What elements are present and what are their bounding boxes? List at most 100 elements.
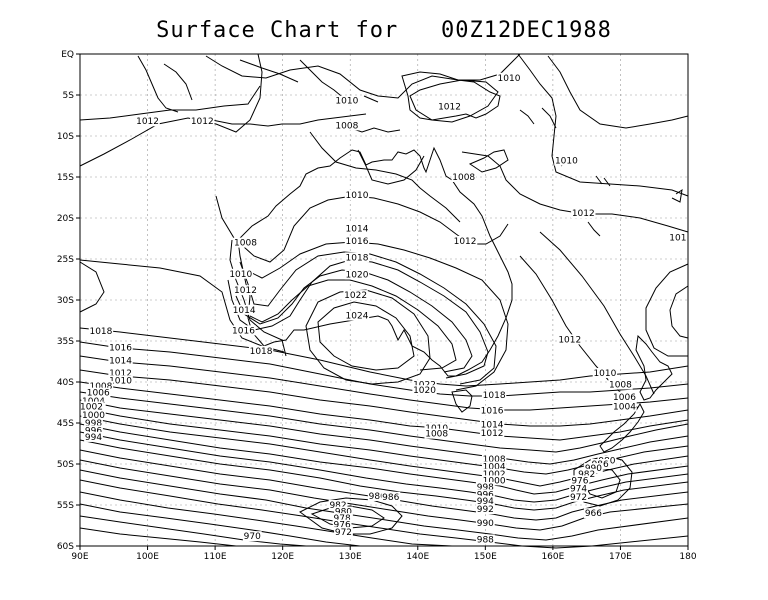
contour-label-bg [84, 425, 103, 436]
contour-label: 990 [477, 519, 494, 529]
contour-label: 1002 [80, 403, 103, 413]
contour-label: 998 [85, 419, 102, 429]
contour-label-bg [479, 419, 505, 430]
contour-label: 1008 [425, 430, 448, 440]
contour-label-bg [412, 385, 437, 396]
lat-tick-label: 10S [57, 132, 74, 142]
contour-label-bg [88, 381, 114, 392]
contour-label: 1000 [82, 411, 105, 421]
lat-tick-label: 35S [57, 337, 74, 347]
contour-label-bg [479, 427, 505, 438]
contour-label: 1010 [229, 270, 252, 280]
contour-label-bg [569, 483, 588, 494]
contour-label-bg [344, 252, 370, 263]
coastlines [137, 55, 683, 453]
contour-label: 996 [477, 490, 494, 500]
isobar [245, 241, 509, 391]
new-guinea-coastline [401, 71, 501, 121]
contour-label: 1008 [452, 173, 475, 183]
lon-tick-label: 170E [609, 552, 632, 562]
isobar [79, 527, 237, 547]
lon-tick-label: 140E [406, 552, 429, 562]
contour-label-bg [557, 334, 582, 345]
contour-label-bg [592, 367, 618, 378]
isobar [79, 341, 689, 397]
contour-label-bg [108, 375, 133, 386]
isobar [309, 131, 461, 223]
contour-label-bg [475, 518, 495, 529]
contour-label: 988 [477, 535, 494, 545]
isobar [79, 399, 689, 465]
contour-label-bg [231, 304, 257, 315]
contour-label-bg [332, 519, 352, 530]
isobar [461, 151, 689, 233]
isobar [519, 255, 639, 409]
contour-label: 970 [244, 532, 261, 542]
contour-label: 1016 [109, 344, 132, 354]
contour-label: 1004 [613, 403, 636, 413]
contour-label-bg [248, 345, 274, 356]
contour-label-bg [668, 232, 688, 243]
isobar [317, 301, 415, 371]
isobar [79, 53, 263, 167]
contour-label-bg [334, 95, 360, 106]
contour-label: 998 [477, 483, 494, 493]
contour-label: 1006 [613, 393, 636, 403]
new-zealand-north-coastline [635, 334, 673, 401]
contour-label: 1000 [483, 476, 506, 486]
contour-label: 1012 [572, 209, 595, 219]
contour-label: 1010 [498, 74, 521, 84]
lon-tick-label: 110E [204, 552, 227, 562]
contour-label: 974 [570, 485, 587, 495]
isobar [357, 149, 425, 185]
isobar [79, 415, 689, 487]
contour-label: 1010 [555, 157, 578, 167]
contour-label-bg [481, 461, 507, 472]
contour-label: 1002 [483, 470, 506, 480]
lat-tick-label: 40S [57, 378, 74, 388]
contour-label: 996 [85, 426, 102, 436]
isobar [79, 449, 689, 521]
contour-label: 1012 [136, 117, 159, 127]
contour-label: 1008 [335, 121, 358, 131]
contour-label: 1010 [335, 97, 358, 107]
contour-label-bg [381, 491, 401, 502]
contour-label-bg [608, 379, 633, 390]
new-zealand-south-coastline [599, 402, 645, 453]
contour-label: 992 [477, 505, 494, 515]
contour-label-bg [612, 391, 637, 402]
isobar [517, 53, 689, 197]
contour-label-bg [475, 489, 495, 500]
isobar [79, 491, 453, 547]
contour-label-bg [233, 237, 258, 248]
contour-label: 1008 [483, 455, 506, 465]
contour-label-bg [231, 325, 256, 336]
contour-label: 1016 [481, 407, 504, 417]
contour-label-bg [424, 422, 449, 433]
contour-label-bg [81, 409, 106, 420]
isobar [239, 251, 497, 385]
contour-label: 1008 [234, 239, 257, 249]
contour-label-bg [79, 401, 104, 412]
contour-label-bg [343, 290, 368, 301]
contour-labels: 1012 101210101008101010121008101010121011… [79, 72, 688, 545]
contour-label: 976 [571, 476, 588, 486]
lon-tick-label: 150E [474, 552, 497, 562]
contour-label: 1008 [89, 382, 112, 392]
contour-label: 1022 [344, 291, 367, 301]
contour-label-bg [344, 269, 370, 280]
contour-label-bg [451, 172, 476, 182]
contour-label-bg [571, 208, 596, 219]
contour-label: 1016 [346, 237, 369, 247]
contour-label-bg [344, 310, 370, 321]
contour-label: 980 [335, 508, 352, 518]
lat-lon-grid [80, 54, 688, 546]
contour-label: 986 [382, 493, 399, 503]
contour-label-bg [88, 326, 114, 337]
contour-label-bg [584, 508, 603, 519]
contour-label: 976 [334, 521, 351, 531]
contour-label: 982 [329, 501, 346, 511]
lat-tick-label: 25S [57, 255, 74, 265]
lon-tick-label: 100E [136, 552, 159, 562]
contour-label-bg [242, 531, 262, 542]
